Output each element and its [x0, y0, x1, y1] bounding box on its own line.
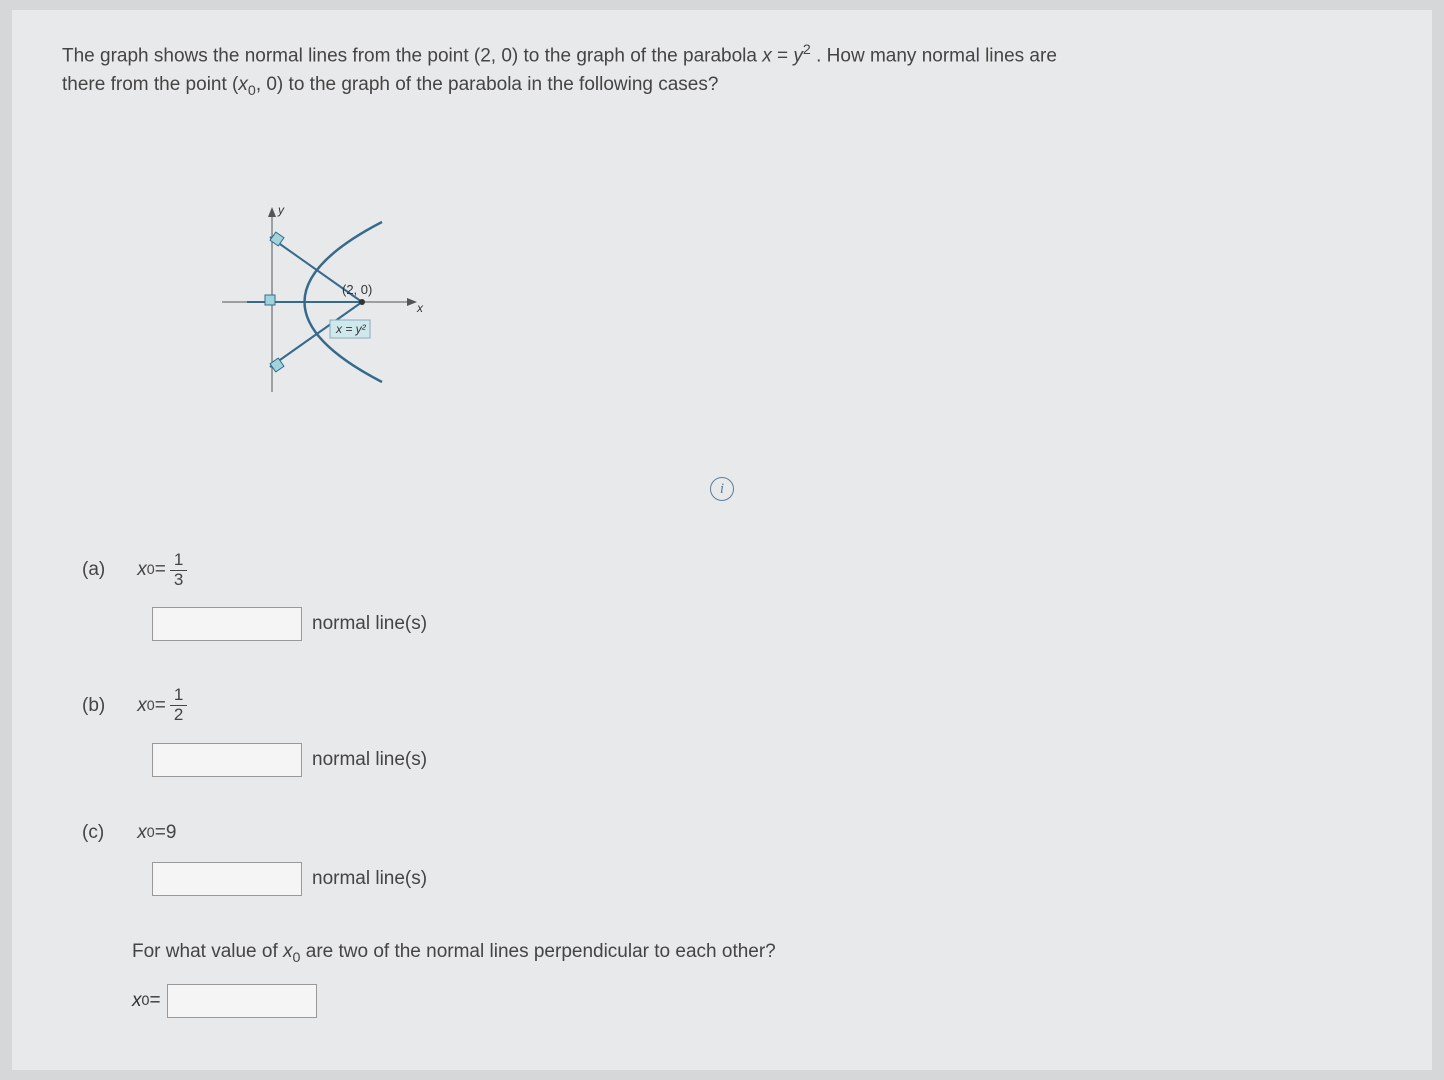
- part-a: (a) x0 = 1 3 normal line(s): [82, 551, 1382, 641]
- followup-input[interactable]: [167, 984, 317, 1018]
- question-page: The graph shows the normal lines from th…: [12, 10, 1432, 1070]
- part-c-answer-row: normal line(s): [152, 862, 1382, 896]
- part-b-fraction: 1 2: [170, 686, 187, 724]
- part-c-label: (c): [82, 822, 132, 844]
- part-c: (c) x0 = 9 normal line(s): [82, 822, 1382, 896]
- part-c-input[interactable]: [152, 862, 302, 896]
- part-c-value: 9: [166, 822, 177, 844]
- part-a-input[interactable]: [152, 607, 302, 641]
- x-axis-label: x: [416, 301, 424, 315]
- followup-answer-row: x0 =: [132, 984, 1382, 1018]
- part-b: (b) x0 = 1 2 normal line(s): [82, 686, 1382, 776]
- part-a-unit: normal line(s): [312, 613, 427, 635]
- part-b-label: (b): [82, 695, 132, 717]
- q-eq-lhs: x: [762, 45, 772, 66]
- q-line1-pre: The graph shows the normal lines from th…: [62, 45, 762, 66]
- question-text: The graph shows the normal lines from th…: [62, 40, 1382, 102]
- q-eq-exp: 2: [803, 42, 811, 58]
- part-b-unit: normal line(s): [312, 749, 427, 771]
- part-a-answer-row: normal line(s): [152, 607, 1382, 641]
- parts-container: (a) x0 = 1 3 normal line(s) (b) x0 = 1: [82, 551, 1382, 1018]
- graph-svg: y x (2, 0) x = y²: [212, 192, 442, 412]
- part-a-label: (a): [82, 559, 132, 581]
- point-label: (2, 0): [342, 282, 372, 297]
- q-line2: there from the point (: [62, 74, 238, 95]
- part-c-eq: x0 = 9: [137, 822, 176, 844]
- q-sub: 0: [248, 83, 256, 99]
- followup-question: For what value of x0 are two of the norm…: [132, 941, 1382, 966]
- part-b-input[interactable]: [152, 743, 302, 777]
- q-line1-post: . How many normal lines are: [816, 45, 1057, 66]
- q-var: x: [238, 74, 248, 95]
- graph-figure: y x (2, 0) x = y²: [212, 192, 1382, 417]
- q-line2-post: , 0) to the graph of the parabola in the…: [256, 74, 719, 95]
- part-c-unit: normal line(s): [312, 868, 427, 890]
- part-b-answer-row: normal line(s): [152, 743, 1382, 777]
- info-row: i: [62, 477, 1382, 501]
- q-eq-rhs: y: [793, 45, 803, 66]
- part-a-fraction: 1 3: [170, 551, 187, 589]
- part-a-eq: x0 = 1 3: [137, 551, 187, 589]
- y-axis-label: y: [277, 203, 285, 217]
- part-b-eq: x0 = 1 2: [137, 686, 187, 724]
- info-icon[interactable]: i: [710, 477, 734, 501]
- curve-label: x = y²: [335, 322, 367, 336]
